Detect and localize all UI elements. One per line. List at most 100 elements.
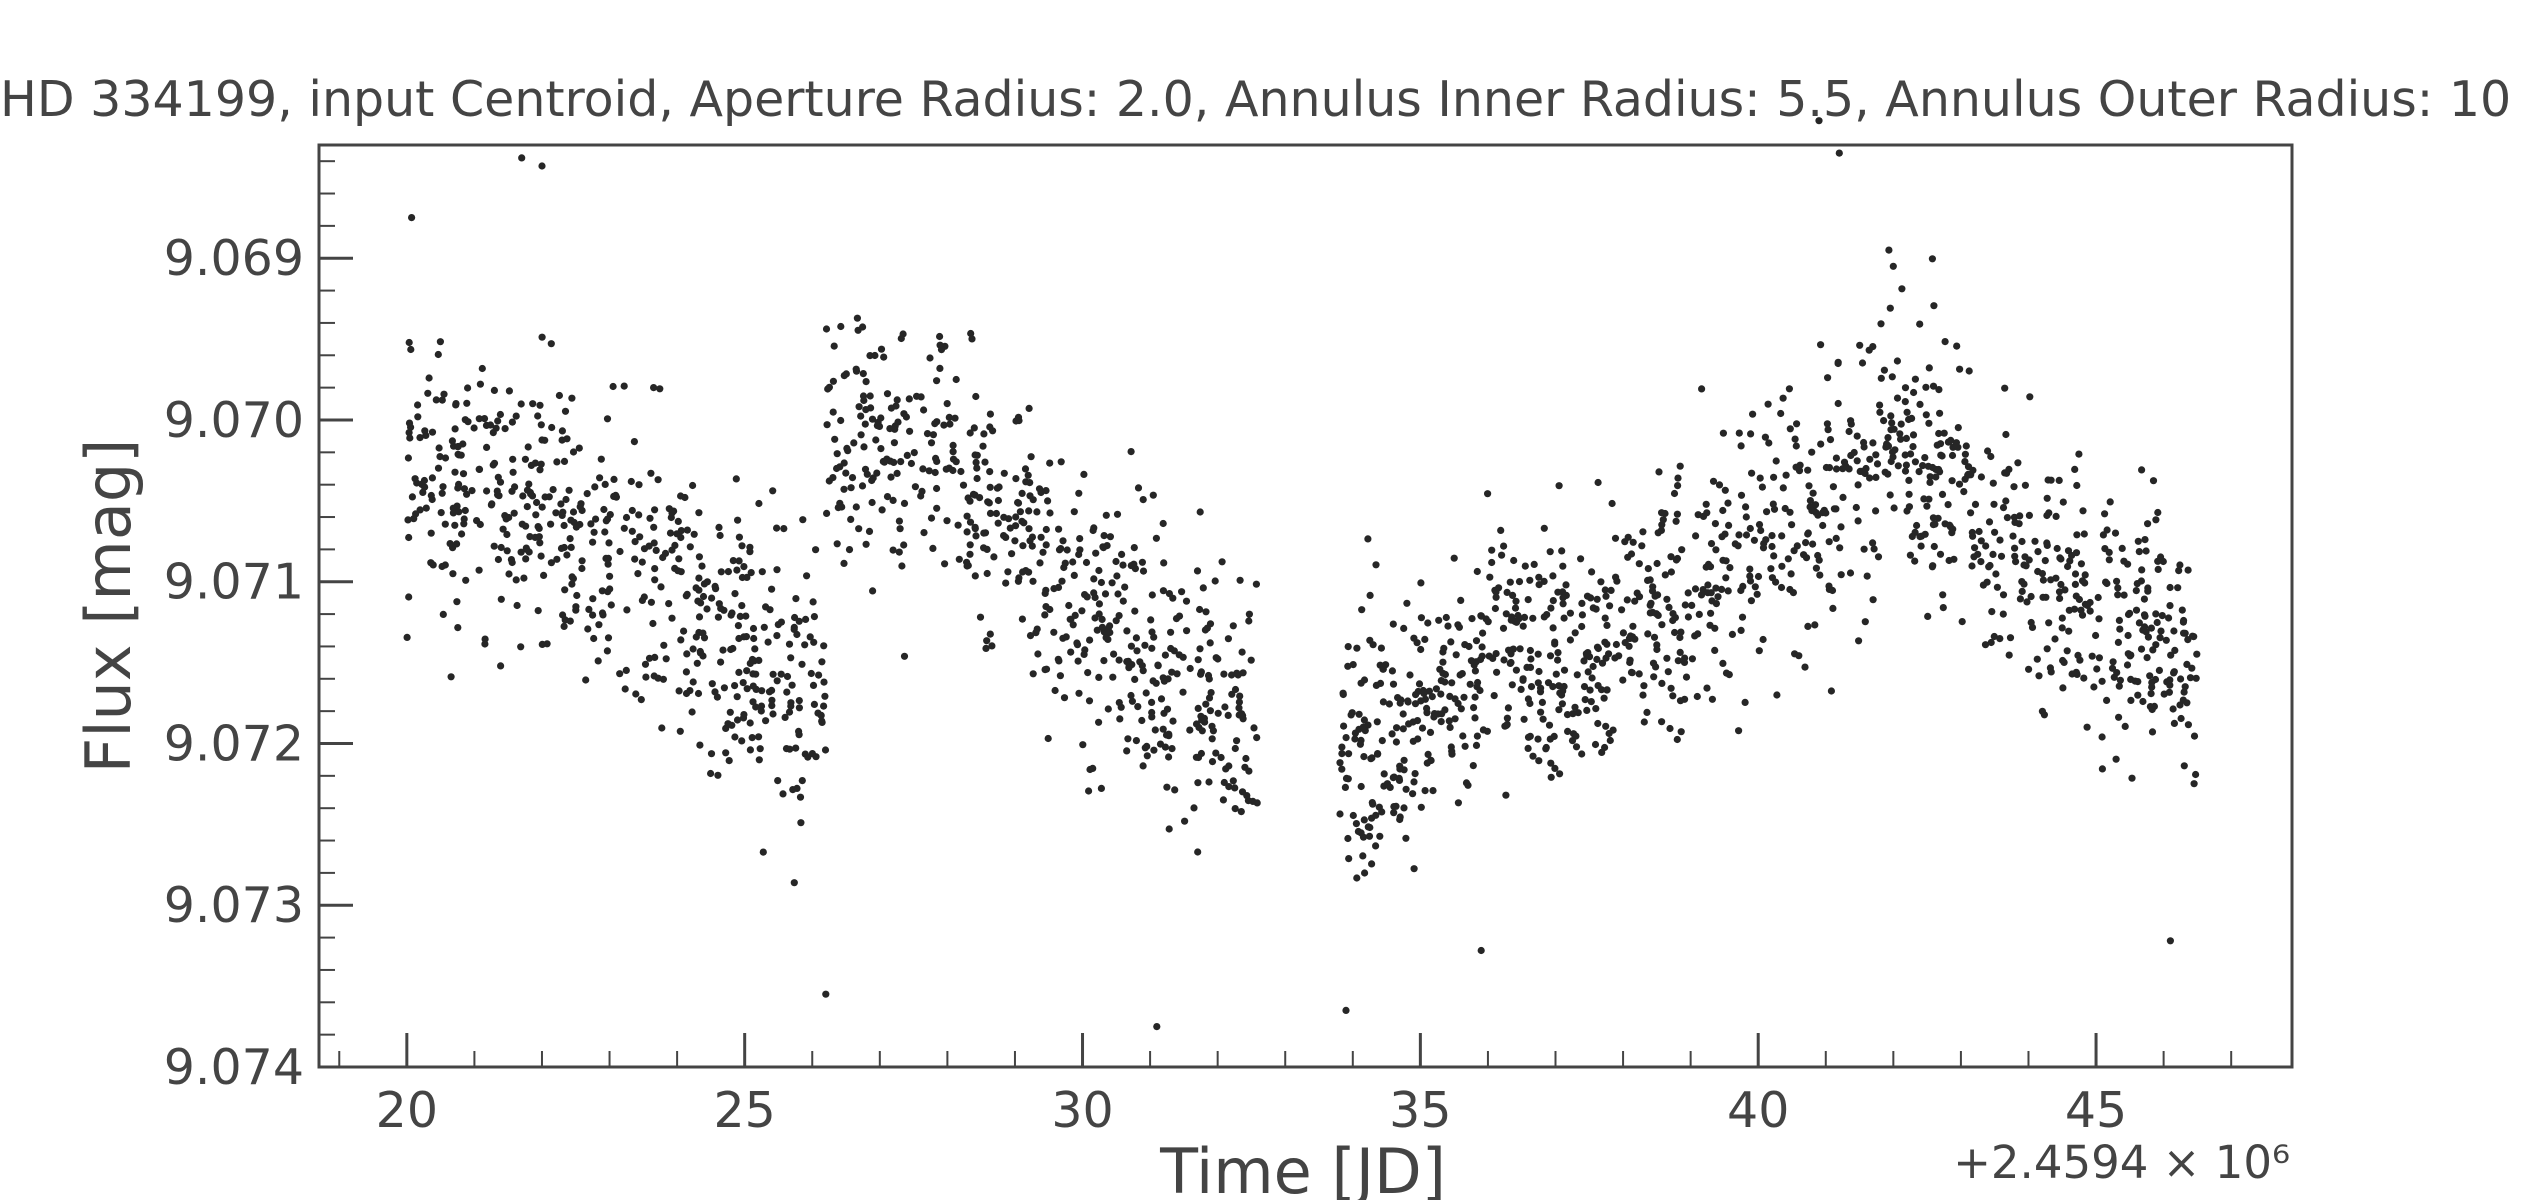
data-point <box>1678 546 1686 554</box>
data-point <box>1891 446 1899 454</box>
data-point <box>1524 744 1532 753</box>
data-point <box>822 990 830 998</box>
data-point <box>1913 521 1921 530</box>
data-point <box>2042 593 2050 601</box>
data-point <box>795 704 804 712</box>
data-point <box>606 585 614 593</box>
data-point <box>1070 571 1078 580</box>
data-point <box>2005 651 2013 659</box>
data-point <box>788 681 796 689</box>
data-point <box>1033 508 1041 516</box>
data-point <box>1042 665 1051 673</box>
data-point <box>707 769 715 778</box>
data-point <box>2139 626 2147 634</box>
data-point <box>1777 409 1785 418</box>
data-point <box>2066 557 2074 565</box>
data-point <box>2053 544 2061 553</box>
data-point <box>1691 632 1699 640</box>
data-point <box>2167 651 2175 659</box>
data-point <box>1100 657 1108 665</box>
data-point <box>711 688 719 696</box>
data-point <box>1519 675 1527 683</box>
data-point <box>463 490 471 498</box>
data-point <box>1635 670 1643 678</box>
data-point <box>649 619 657 628</box>
data-point <box>1559 562 1567 570</box>
data-point <box>1985 563 1993 571</box>
data-point <box>920 406 928 414</box>
data-point <box>1437 677 1445 685</box>
data-point <box>425 374 433 382</box>
data-point <box>1572 743 1581 751</box>
data-point <box>2169 705 2177 713</box>
data-point <box>1709 477 1718 485</box>
data-point <box>766 606 774 614</box>
data-point <box>497 543 505 552</box>
data-point <box>1968 562 1976 570</box>
data-point <box>1556 770 1564 778</box>
data-point <box>1829 483 1837 491</box>
data-point <box>470 424 478 432</box>
data-point <box>410 515 418 523</box>
data-point <box>1012 513 1020 521</box>
data-point <box>603 415 612 423</box>
data-point <box>2147 624 2155 632</box>
data-point <box>459 470 468 478</box>
data-point <box>747 569 755 577</box>
data-point <box>1205 694 1214 702</box>
data-point <box>1676 697 1685 705</box>
data-point <box>537 460 545 468</box>
data-point <box>972 392 980 401</box>
data-point <box>475 415 483 423</box>
data-point <box>873 469 881 477</box>
data-point <box>1648 587 1657 595</box>
data-point <box>1128 697 1136 705</box>
data-point <box>1250 724 1258 732</box>
data-point <box>1524 596 1532 604</box>
data-point <box>621 685 629 693</box>
data-point <box>583 490 591 498</box>
data-point <box>731 682 739 690</box>
data-point <box>572 603 580 611</box>
data-point <box>733 716 742 724</box>
data-point <box>406 434 414 442</box>
data-point <box>897 334 905 343</box>
data-point <box>1349 811 1357 820</box>
data-point <box>1936 550 1945 558</box>
data-point <box>1792 463 1800 471</box>
data-point <box>1395 776 1404 785</box>
data-point <box>936 364 944 372</box>
data-point <box>1139 762 1147 770</box>
data-point <box>2138 466 2146 474</box>
data-point <box>1722 557 1730 565</box>
data-point <box>986 423 994 431</box>
data-point <box>1208 735 1216 743</box>
data-point <box>1948 451 1957 460</box>
data-point <box>612 493 621 501</box>
data-point <box>820 678 828 686</box>
data-point <box>1754 572 1763 581</box>
data-point <box>1725 521 1733 530</box>
data-point <box>1229 622 1237 630</box>
data-point <box>1658 718 1666 726</box>
data-point <box>1884 434 1892 442</box>
data-point <box>1665 603 1673 612</box>
data-point <box>2043 645 2051 653</box>
data-point <box>2059 684 2067 692</box>
data-point <box>1245 767 1253 775</box>
data-point <box>569 448 578 456</box>
data-point <box>558 511 566 519</box>
data-point <box>986 483 994 491</box>
data-point <box>600 505 608 514</box>
data-point <box>1196 508 1204 516</box>
data-point <box>490 542 498 550</box>
data-point <box>1473 683 1481 691</box>
data-point <box>990 553 998 561</box>
data-point <box>573 591 581 600</box>
data-point <box>786 745 794 753</box>
data-point <box>1410 865 1418 873</box>
data-point <box>577 500 585 508</box>
data-point <box>407 345 415 354</box>
data-point <box>1090 575 1098 583</box>
data-point <box>509 468 517 476</box>
